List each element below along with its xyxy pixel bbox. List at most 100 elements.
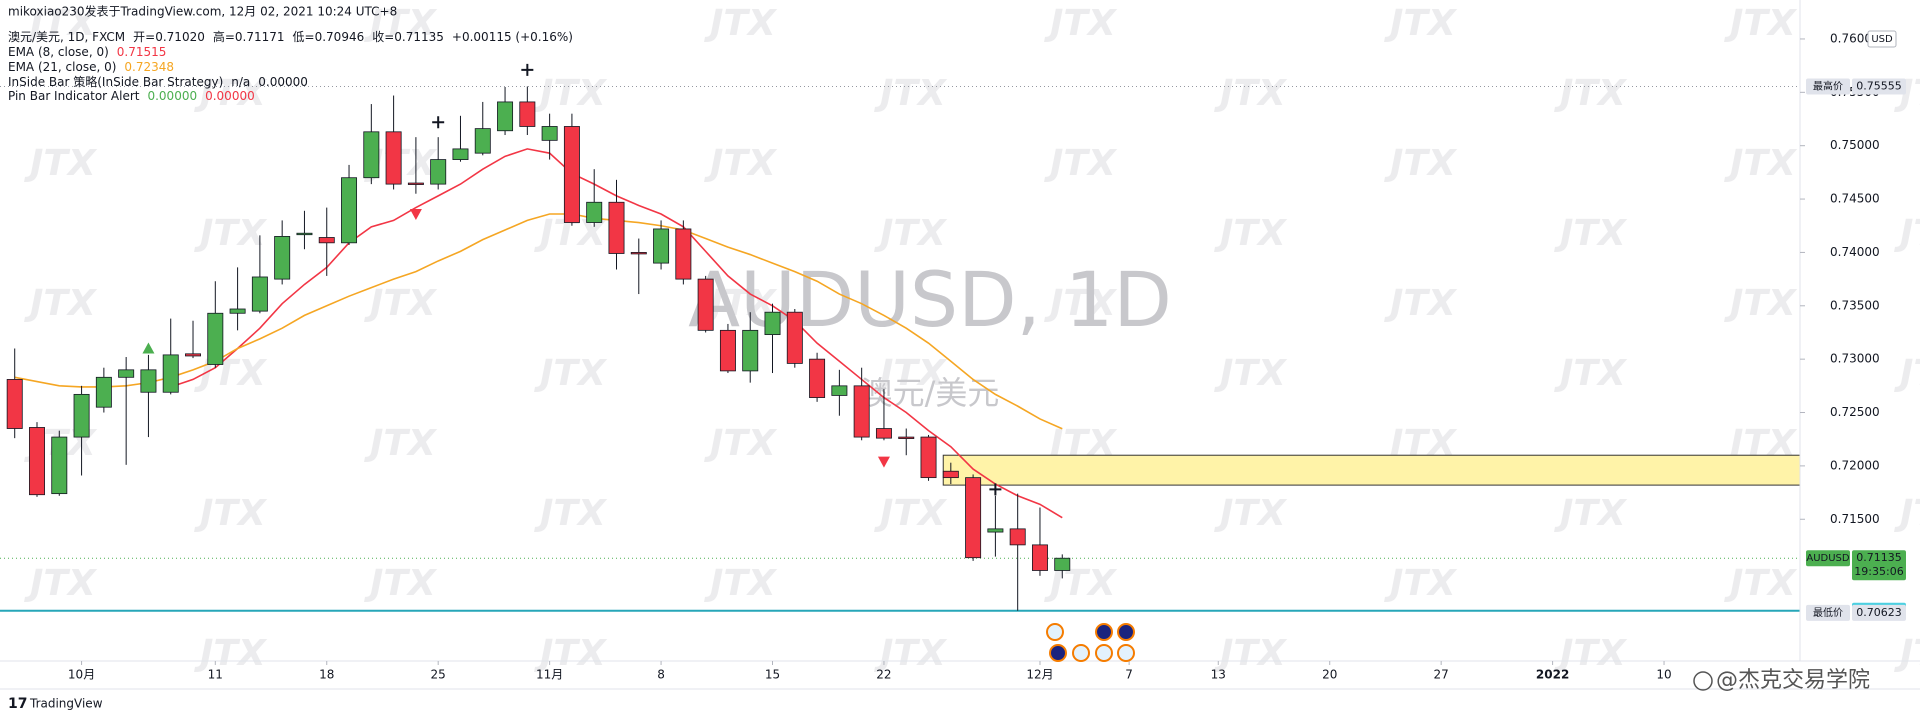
candle-body xyxy=(719,329,736,372)
name-watermark: 澳元/美元 xyxy=(861,374,1000,412)
event-icon xyxy=(1095,623,1113,641)
candle-body xyxy=(1009,528,1026,546)
candle-body xyxy=(786,311,803,364)
legend-value: 0.72348 xyxy=(124,60,174,74)
y-tick-label: 0.71500 xyxy=(1830,512,1880,526)
currency: USD xyxy=(1871,34,1893,45)
price-tag-box xyxy=(1852,604,1906,621)
logo-watermark: JTX xyxy=(874,353,948,394)
symbol-line: 澳元/美元, 1D, FXCM 开=0.71020 高=0.71171 低=0.709… xyxy=(8,29,573,44)
logo-watermark: JTX xyxy=(194,73,268,114)
logo-watermark: JTX xyxy=(1214,493,1288,534)
candle-body xyxy=(274,236,291,280)
legend-value: n/a xyxy=(231,75,250,89)
logo-watermark: JTX xyxy=(24,143,98,184)
price-tag-label: 最低价 xyxy=(1813,606,1843,619)
logo-watermark: JTX xyxy=(1044,143,1118,184)
candle-body xyxy=(586,201,603,223)
price-tag-value: 0.70623 xyxy=(1856,606,1902,619)
candle-body xyxy=(831,385,848,396)
x-tick-label: 22 xyxy=(876,668,891,682)
logo-watermark: JTX xyxy=(24,3,98,44)
logo-watermark: JTX xyxy=(534,73,608,114)
signal xyxy=(409,209,422,221)
currency-badge xyxy=(1867,30,1897,48)
ohlc: +0.00115 (+0.16%) xyxy=(452,30,573,44)
candle-body xyxy=(73,393,90,438)
price-tag-box xyxy=(1806,78,1850,95)
legend-label: InSide Bar 策略(InSide Bar Strategy) xyxy=(8,74,223,89)
candle-body xyxy=(563,126,580,223)
logo-watermark: JTX xyxy=(1214,633,1288,674)
logo-watermark: JTX xyxy=(704,143,778,184)
logo-watermark: JTX xyxy=(1724,3,1798,44)
legend-label: EMA (8, close, 0) xyxy=(8,45,109,59)
price-tag-label: 最高价 xyxy=(1813,79,1843,92)
legend-value: 0.71515 xyxy=(117,45,167,59)
candle-body xyxy=(875,428,892,439)
footer: TradingView xyxy=(29,697,103,711)
logo-watermark: JTX xyxy=(364,423,438,464)
logo-watermark: JTX xyxy=(194,353,268,394)
logo-watermark: JTX xyxy=(1044,283,1118,324)
price-tag-box xyxy=(1852,550,1906,581)
ohlc: 高=0.71171 xyxy=(213,29,285,44)
price-tag-value: 0.71135 xyxy=(1856,551,1902,564)
price-tag-time: 19:35:06 xyxy=(1854,565,1903,578)
candle-body xyxy=(764,311,781,336)
plot xyxy=(0,63,1801,612)
logo-watermark: JTX xyxy=(534,633,608,674)
candle-body xyxy=(51,436,68,495)
ohlc: 收=0.71135 xyxy=(372,30,444,44)
logo-watermark: JTX xyxy=(1384,3,1458,44)
legend-entry: EMA (21, close, 0) 0.72348 xyxy=(8,60,174,74)
candle-body xyxy=(853,385,870,438)
candle-body xyxy=(363,131,380,179)
logo-watermark: JTX xyxy=(194,213,268,254)
candle-body xyxy=(630,252,647,255)
x-tick-label: 20 xyxy=(1322,668,1337,682)
symbol: 澳元/美元, 1D, FXCM xyxy=(8,30,125,44)
logo-watermark: JTX xyxy=(1384,563,1458,604)
logo-watermark: JTX xyxy=(194,493,268,534)
candle-body xyxy=(1054,557,1071,571)
logo-watermark: JTX xyxy=(1554,493,1628,534)
ohlc: 开=0.71020 xyxy=(133,30,205,44)
logo-watermark: JTX xyxy=(1214,353,1288,394)
event-icons xyxy=(1046,623,1135,662)
candle-body xyxy=(407,182,424,185)
logo-watermark: JTX xyxy=(1724,283,1798,324)
logo-watermark: JTX xyxy=(1384,283,1458,324)
legend-label: Pin Bar Indicator Alert xyxy=(8,89,140,103)
ema-line xyxy=(14,213,1063,430)
y-tick-label: 0.72000 xyxy=(1830,458,1880,472)
ohlc: 低=0.70946 xyxy=(293,30,365,44)
logo-watermark: JTX xyxy=(1554,213,1628,254)
price-tag-box xyxy=(1852,78,1906,95)
candle-body xyxy=(965,477,982,559)
logo-watermark: JTX xyxy=(24,563,98,604)
logo-watermark: JTX xyxy=(874,213,948,254)
credit: @杰克交易学院 xyxy=(1716,668,1870,693)
legend-value: 0.00000 xyxy=(205,89,255,103)
event-icon xyxy=(1046,623,1064,641)
logo-watermark: JTX xyxy=(1554,73,1628,114)
legend-value: 0.00000 xyxy=(147,89,197,103)
candle-body xyxy=(898,436,915,439)
candle-body xyxy=(920,436,937,479)
logo-watermark: JTX xyxy=(1384,143,1458,184)
candle-body xyxy=(987,528,1004,533)
logo-watermark: JTX xyxy=(1724,563,1798,604)
y-tick-label: 0.73500 xyxy=(1830,298,1880,312)
candle-body xyxy=(185,353,201,357)
candle-body xyxy=(29,427,45,496)
event-icon xyxy=(1117,623,1135,641)
event-icon xyxy=(1095,644,1113,662)
x-tick-label: 25 xyxy=(431,668,446,682)
event-icon xyxy=(1049,644,1067,662)
candle-body xyxy=(1031,544,1048,571)
y-tick-label: 0.74500 xyxy=(1830,192,1880,206)
x-tick-label: 2022 xyxy=(1536,668,1569,682)
